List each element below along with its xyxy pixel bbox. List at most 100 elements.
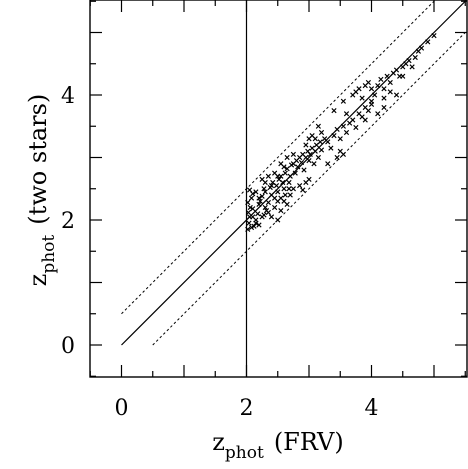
data-point	[306, 158, 312, 164]
data-point	[334, 154, 340, 161]
data-point	[248, 195, 255, 201]
data-point	[431, 33, 437, 39]
x-tick-label: 0	[115, 396, 129, 421]
data-point	[262, 189, 268, 195]
data-point	[261, 186, 267, 192]
data-point	[261, 212, 267, 218]
data-point	[368, 101, 375, 107]
y-tick-label: 2	[61, 209, 75, 234]
data-point	[306, 136, 312, 142]
data-point	[381, 95, 387, 101]
data-point	[298, 159, 305, 166]
data-point	[325, 161, 331, 167]
data-point	[245, 199, 251, 206]
data-point	[253, 220, 259, 226]
data-point	[343, 129, 350, 136]
data-point	[303, 179, 309, 186]
data-point	[425, 39, 431, 45]
data-point	[282, 170, 288, 176]
data-point	[393, 67, 400, 73]
data-point	[356, 86, 362, 92]
data-point	[284, 166, 290, 172]
data-point	[287, 173, 293, 179]
y-axis-label-main: z	[24, 274, 52, 287]
x-tick-label: 2	[240, 396, 254, 421]
data-point	[273, 183, 280, 189]
data-point	[328, 145, 334, 151]
data-point	[303, 142, 309, 148]
data-point	[418, 45, 425, 51]
y-axis-label: zphot (two stars)	[24, 94, 59, 287]
x-axis-label-suffix: (FRV)	[274, 428, 344, 456]
data-point	[384, 73, 390, 79]
data-point	[292, 170, 298, 176]
data-point	[315, 154, 321, 161]
data-point	[297, 183, 303, 189]
y-tick-labels: 0 2 4	[61, 84, 75, 359]
data-point	[406, 58, 412, 64]
data-point	[375, 111, 381, 117]
data-point	[375, 83, 381, 89]
data-point	[381, 86, 387, 92]
data-point	[281, 186, 287, 192]
data-point	[251, 223, 257, 229]
data-point	[247, 187, 253, 193]
y-tick-label: 4	[61, 84, 75, 109]
data-point	[250, 214, 256, 220]
data-point	[340, 98, 346, 104]
data-point	[250, 206, 256, 212]
data-point	[265, 209, 271, 216]
data-point	[259, 193, 265, 199]
data-point	[317, 139, 323, 145]
data-point	[262, 204, 268, 211]
y-axis-label-suffix: (two stars)	[24, 94, 52, 225]
data-point	[331, 108, 337, 114]
data-point	[268, 183, 275, 189]
data-point	[284, 154, 290, 161]
data-point	[325, 139, 331, 145]
data-point	[307, 151, 313, 157]
data-point	[286, 186, 292, 192]
data-point	[337, 136, 343, 142]
x-axis-label-sub: phot	[225, 443, 264, 463]
data-point	[257, 198, 263, 204]
data-point	[295, 164, 301, 170]
data-points	[245, 33, 437, 232]
data-point	[282, 192, 288, 198]
lower-offset-line	[152, 32, 466, 346]
data-point	[393, 92, 400, 98]
reference-lines	[121, 0, 466, 377]
data-point	[256, 195, 262, 201]
data-point	[275, 189, 281, 195]
data-point	[331, 133, 337, 139]
data-point	[300, 187, 306, 193]
x-axis-label: zphot (FRV)	[212, 428, 344, 463]
data-point	[245, 226, 251, 232]
data-point	[272, 204, 278, 211]
data-point	[368, 86, 375, 92]
data-point	[286, 179, 292, 186]
data-point	[365, 79, 371, 86]
upper-offset-line	[121, 0, 436, 315]
data-point	[318, 129, 325, 136]
data-point	[278, 208, 284, 214]
data-point	[412, 54, 418, 61]
y-tick-label: 0	[61, 334, 75, 359]
data-point	[387, 89, 393, 95]
data-point	[359, 95, 365, 101]
data-point	[409, 64, 415, 70]
data-point	[301, 167, 307, 173]
data-point	[340, 123, 346, 129]
data-point	[278, 195, 284, 201]
data-point	[400, 73, 406, 79]
data-point	[256, 201, 262, 207]
x-tick-labels: 0 2 4	[115, 396, 379, 421]
data-point	[275, 173, 281, 179]
data-point	[265, 173, 271, 179]
data-point	[334, 126, 340, 132]
x-axis-label-main: z	[212, 428, 225, 456]
data-point	[245, 209, 251, 216]
data-point	[362, 117, 368, 123]
data-point	[378, 76, 384, 82]
data-point	[315, 123, 321, 129]
